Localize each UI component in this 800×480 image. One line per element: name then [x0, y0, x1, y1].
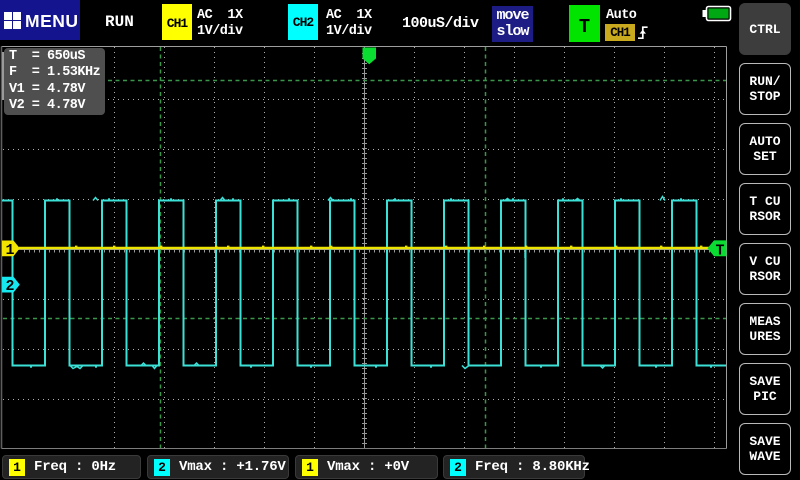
- svg-text:1: 1: [6, 242, 15, 259]
- svg-text:T: T: [716, 242, 725, 259]
- svg-text:2: 2: [6, 278, 15, 295]
